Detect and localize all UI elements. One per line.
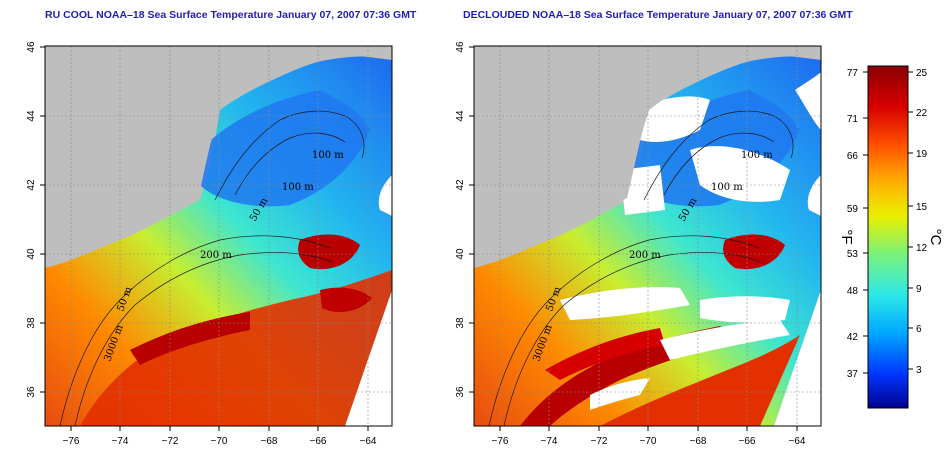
left-panel-title: RU COOL NOAA–18 Sea Surface Temperature … — [45, 9, 417, 21]
colorbar-c-tick: 3 — [916, 365, 922, 376]
contour-label: 200 m — [629, 250, 661, 261]
lat-tick-label: 46 — [26, 41, 37, 53]
contour-label: 200 m — [200, 250, 232, 261]
lat-tick-label: 42 — [26, 179, 37, 191]
colorbar-c-tick: 9 — [916, 284, 922, 295]
lon-tick-label: −76 — [63, 436, 80, 447]
right-x-axis: −76 −74 −72 −70 −68 −66 −64 — [492, 426, 806, 447]
colorbar-c-tick: 22 — [916, 108, 928, 119]
colorbar-f-tick: 71 — [847, 114, 859, 125]
colorbar-f-tick: 48 — [847, 286, 859, 297]
colorbar-c-tick: 6 — [916, 324, 922, 335]
lat-tick-label: 36 — [455, 386, 466, 398]
lon-tick-label: −74 — [112, 436, 129, 447]
lon-tick-label: −70 — [211, 436, 228, 447]
colorbar-unit-fahrenheit: °F — [838, 229, 855, 244]
colorbar-f-tick: 77 — [847, 68, 859, 79]
lon-tick-label: −70 — [640, 436, 657, 447]
lon-tick-label: −66 — [739, 436, 756, 447]
right-y-axis: 46 44 42 40 38 36 — [455, 41, 474, 398]
lat-tick-label: 44 — [26, 110, 37, 122]
colorbar-c-tick: 12 — [916, 243, 928, 254]
contour-label: 100 m — [282, 182, 314, 193]
colorbar-f-tick: 53 — [847, 249, 859, 260]
lon-tick-label: −66 — [310, 436, 327, 447]
lon-tick-label: −72 — [591, 436, 608, 447]
colorbar-c-tick: 15 — [916, 202, 928, 213]
right-panel-title: DECLOUDED NOAA–18 Sea Surface Temperatur… — [463, 9, 853, 21]
lon-tick-label: −76 — [492, 436, 509, 447]
colorbar-f-tick: 37 — [847, 369, 859, 380]
lat-tick-label: 40 — [26, 248, 37, 260]
lon-tick-label: −64 — [789, 436, 806, 447]
left-map: 100 m 100 m 50 m 200 m 50 m 3000 m — [45, 46, 392, 426]
lon-tick-label: −68 — [261, 436, 278, 447]
contour-label: 100 m — [711, 182, 743, 193]
colorbar-gradient — [867, 65, 909, 409]
left-y-axis: 46 44 42 40 38 36 — [26, 41, 45, 398]
lat-tick-label: 40 — [455, 248, 466, 260]
colorbar-f-tick: 66 — [847, 151, 859, 162]
lon-tick-label: −64 — [360, 436, 377, 447]
contour-label: 100 m — [312, 150, 344, 161]
lat-tick-label: 38 — [455, 317, 466, 329]
lat-tick-label: 42 — [455, 179, 466, 191]
colorbar-f-tick: 59 — [847, 204, 859, 215]
colorbar-f-tick: 42 — [847, 332, 859, 343]
left-x-axis: −76 −74 −72 −70 −68 −66 −64 — [63, 426, 377, 447]
contour-label: 100 m — [741, 150, 773, 161]
colorbar-c-tick: 19 — [916, 149, 928, 160]
lat-tick-label: 44 — [455, 110, 466, 122]
lon-tick-label: −74 — [541, 436, 558, 447]
colorbar: 77 71 66 59 53 48 42 37 25 22 19 15 12 9… — [838, 65, 944, 409]
right-map: 100 m 100 m 50 m 200 m 50 m 3000 m — [474, 46, 821, 426]
lon-tick-label: −68 — [690, 436, 707, 447]
gulf-stream — [80, 270, 392, 426]
colorbar-c-tick: 25 — [916, 68, 928, 79]
lon-tick-label: −72 — [162, 436, 179, 447]
lat-tick-label: 36 — [26, 386, 37, 398]
lat-tick-label: 46 — [455, 41, 466, 53]
lat-tick-label: 38 — [26, 317, 37, 329]
colorbar-unit-celsius: °C — [927, 229, 944, 246]
